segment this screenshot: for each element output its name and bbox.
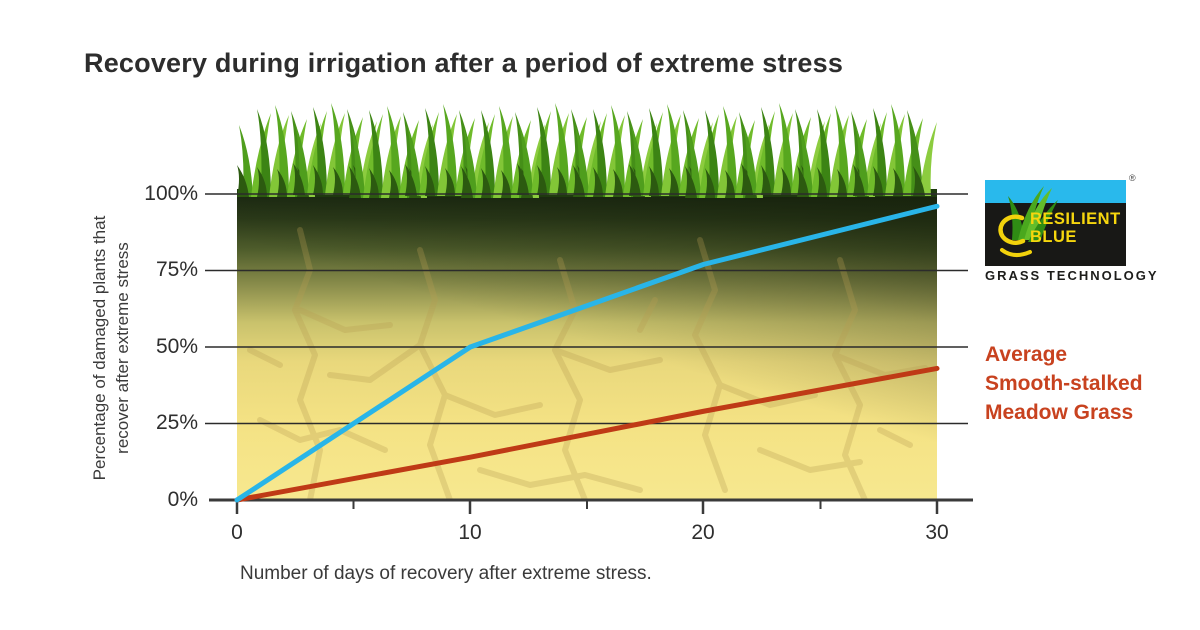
- x-tick-20: 20: [691, 521, 715, 544]
- x-axis: [209, 498, 973, 514]
- logo-word-blue: BLUE: [1030, 228, 1077, 246]
- series-line-competitor: [234, 365, 940, 503]
- gridlines: [205, 193, 968, 425]
- y-tick-0: 0%: [167, 488, 198, 511]
- x-axis-title: Number of days of recovery after extreme…: [240, 563, 652, 584]
- logo-grass-icon: [998, 186, 1058, 257]
- page-title: Recovery during irrigation after a perio…: [84, 48, 844, 78]
- resilient-blue-logo: [985, 180, 1126, 266]
- logo-blue-band: [985, 180, 1126, 203]
- x-tick-0: 0: [231, 521, 243, 544]
- grass-illustration: [237, 103, 937, 198]
- x-tick-30: 30: [925, 521, 949, 544]
- registered-trademark-icon: ®: [1129, 173, 1136, 183]
- y-axis-title: Percentage of damaged plants that recove…: [90, 215, 132, 481]
- legend-competitor-label: Average Smooth-stalked Meadow Grass: [985, 343, 1143, 424]
- x-tick-10: 10: [458, 521, 482, 544]
- series-line-resilient-blue: [234, 203, 940, 503]
- y-tick-100: 100%: [144, 182, 198, 205]
- y-tick-75: 75%: [155, 258, 198, 281]
- logo-subtitle: GRASS TECHNOLOGY: [985, 268, 1159, 283]
- y-tick-50: 50%: [155, 335, 198, 358]
- logo-word-resilient: RESILIENT: [1030, 210, 1121, 228]
- cracked-earth-pattern: [247, 227, 928, 500]
- y-tick-25: 25%: [155, 411, 198, 434]
